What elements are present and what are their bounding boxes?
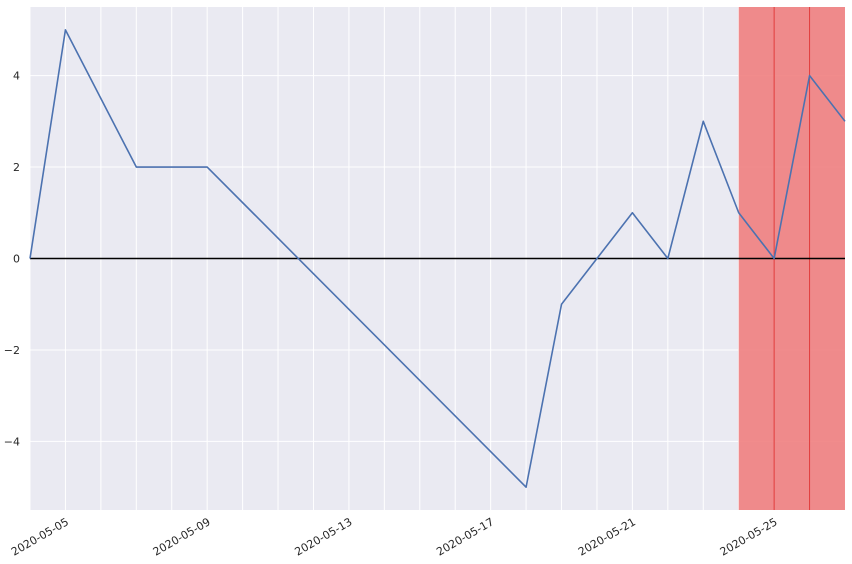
x-tick-label: 2020-05-25 xyxy=(718,515,780,558)
y-tick-label: 0 xyxy=(13,253,20,266)
x-tick-label: 2020-05-13 xyxy=(293,515,355,558)
y-tick-label: 2 xyxy=(13,161,20,174)
x-tick-label: 2020-05-21 xyxy=(576,515,638,558)
x-tick-label: 2020-05-05 xyxy=(9,515,71,558)
x-tick-label: 2020-05-17 xyxy=(434,515,496,558)
y-axis: −4 −2 0 2 4 xyxy=(4,70,20,449)
y-tick-label: −2 xyxy=(4,344,20,357)
series-layer xyxy=(29,29,846,488)
x-axis: 2020-05-05 2020-05-09 2020-05-13 2020-05-17… xyxy=(9,515,780,558)
x-tick-label: 2020-05-09 xyxy=(151,515,213,558)
y-tick-label: 4 xyxy=(13,70,20,83)
y-tick-label: −4 xyxy=(4,435,20,448)
